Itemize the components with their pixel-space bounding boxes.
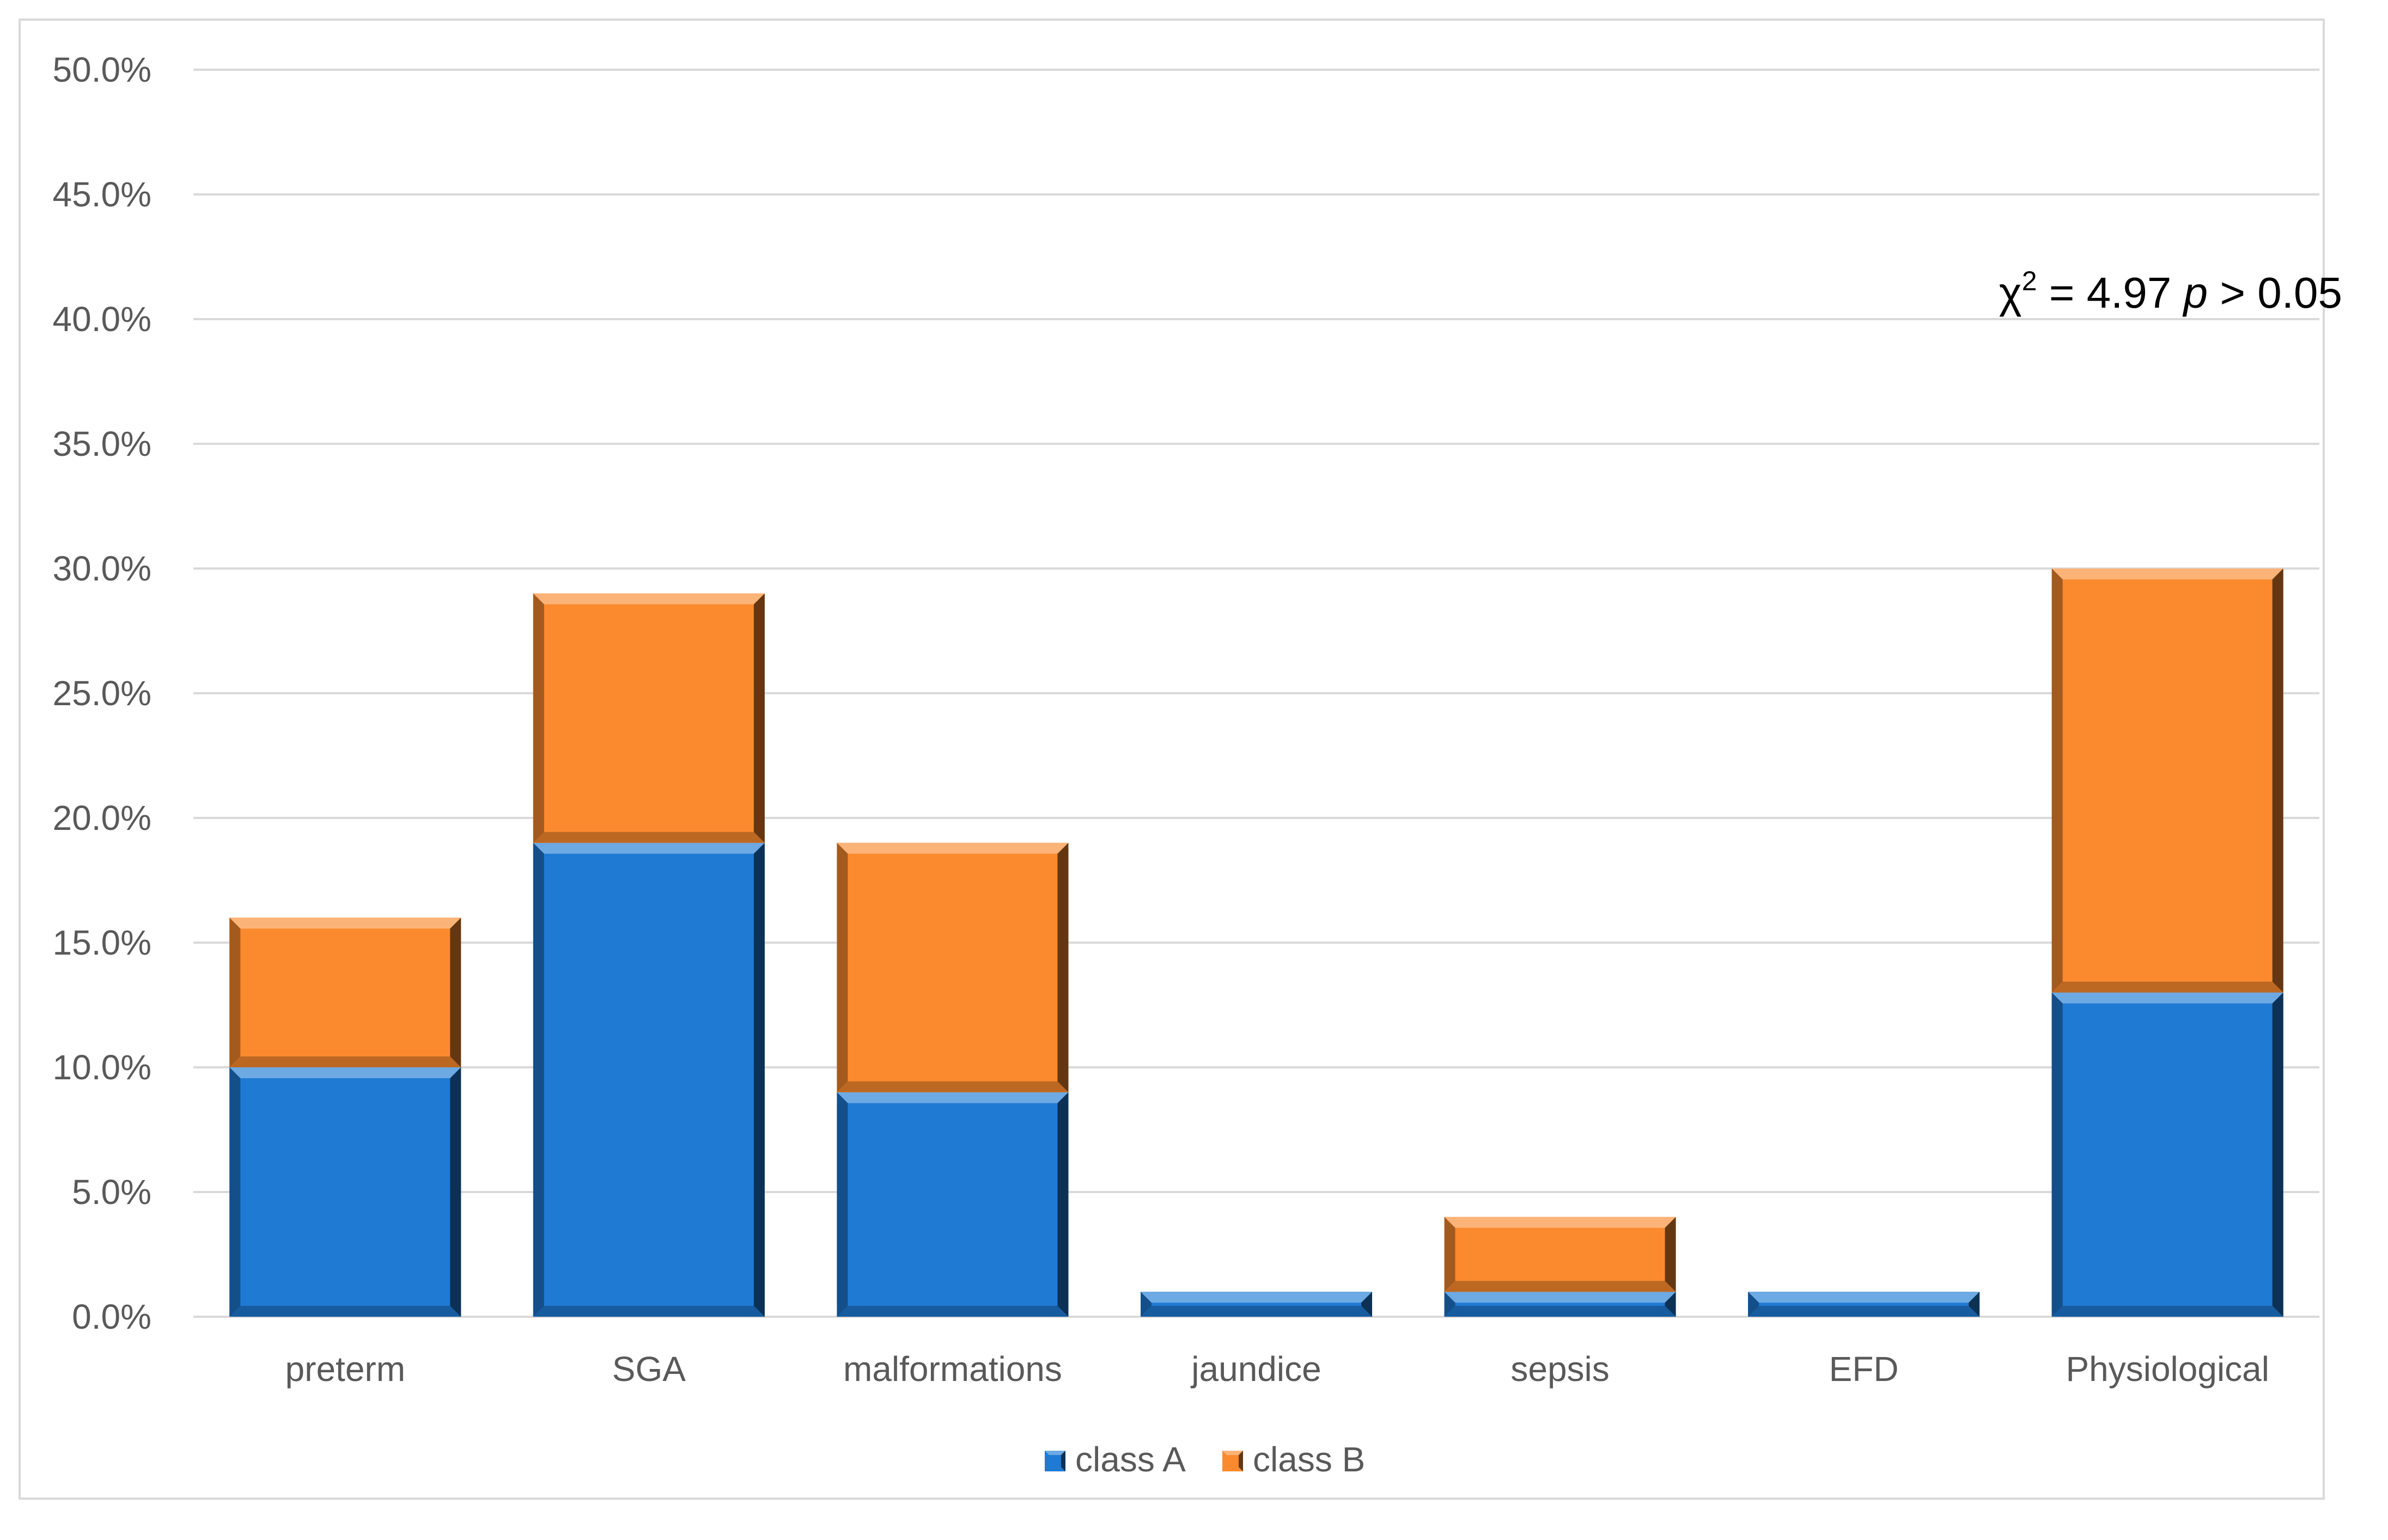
y-tick-label: 30.0% [53, 549, 151, 588]
gridlines [193, 69, 2319, 1318]
y-axis-tick-labels: 0.0% 5.0% 10.0% 15.0% 20.0% 25.0% 30.0% 35.0% 40… [53, 50, 151, 1336]
bar-segment [1444, 1292, 1676, 1317]
legend-item: class A [1045, 1440, 1186, 1479]
x-category-label: EFD [1829, 1349, 1899, 1389]
legend-item: class B [1222, 1440, 1365, 1479]
bar-segment [2051, 569, 2283, 993]
y-tick-label: 45.0% [53, 175, 151, 214]
legend-label: class A [1075, 1440, 1186, 1479]
chi-square-annotation: χ2 = 4.97 p > 0.05 [1999, 266, 2342, 317]
y-tick-label: 50.0% [53, 50, 151, 89]
y-tick-label: 25.0% [53, 674, 151, 713]
bar-segment [837, 1092, 1069, 1317]
y-tick-label: 35.0% [53, 424, 151, 463]
x-category-label: SGA [612, 1349, 686, 1389]
bar-segment [229, 918, 461, 1067]
y-tick-label: 0.0% [72, 1297, 151, 1336]
annotation-equation: = 4.97 [2037, 268, 2184, 317]
bar-segment [1444, 1217, 1676, 1292]
bar-segment [837, 842, 1069, 1092]
x-category-label: jaundice [1190, 1349, 1321, 1389]
annotation-chi: χ [1999, 268, 2022, 317]
legend: class A class B [1045, 1440, 1365, 1479]
y-tick-label: 20.0% [53, 798, 151, 838]
bar-segment [1748, 1292, 1980, 1317]
bar-segment [229, 1067, 461, 1317]
x-category-label: preterm [285, 1349, 406, 1389]
x-category-label: malformations [843, 1349, 1062, 1389]
annotation-p: p [2183, 268, 2208, 317]
y-tick-label: 40.0% [53, 300, 151, 339]
x-axis-category-labels: preterm SGA malformations jaundice sepsis EFD… [285, 1349, 2269, 1389]
annotation-rest: > 0.05 [2208, 268, 2342, 317]
x-category-label: Physiological [2066, 1349, 2269, 1389]
y-tick-label: 10.0% [53, 1048, 151, 1087]
y-tick-label: 15.0% [53, 923, 151, 962]
bar-segment [533, 842, 765, 1317]
y-tick-label: 5.0% [72, 1172, 151, 1212]
bar-segment [2051, 992, 2283, 1317]
x-category-label: sepsis [1510, 1349, 1609, 1389]
bars [229, 569, 2283, 1317]
bar-segment [533, 593, 765, 843]
legend-label: class B [1253, 1440, 1365, 1479]
annotation-superscript: 2 [2022, 266, 2037, 296]
bar-segment [1141, 1292, 1372, 1317]
